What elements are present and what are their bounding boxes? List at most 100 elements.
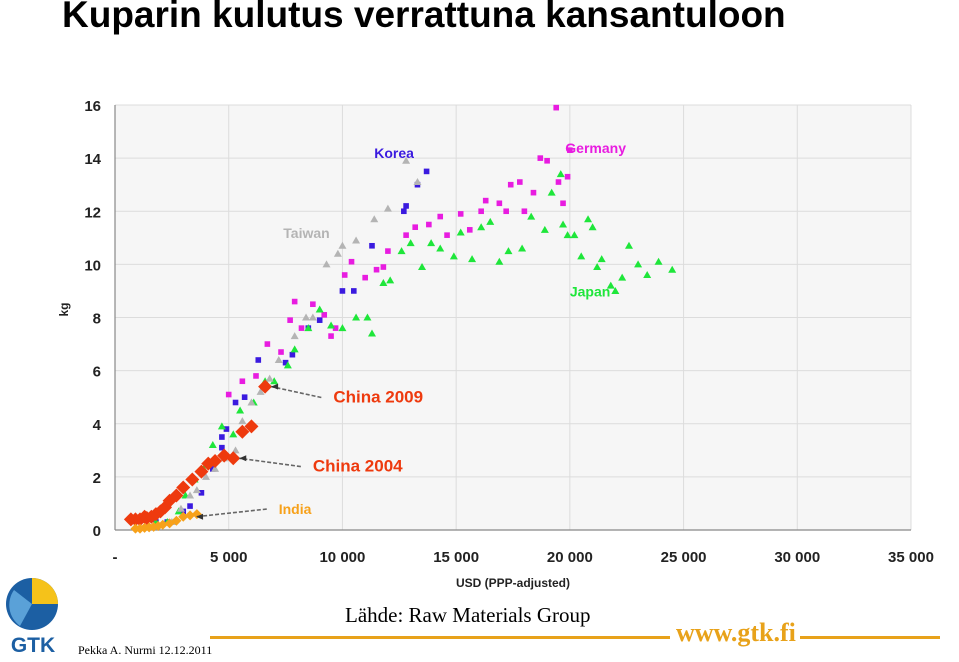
india-data-point: [185, 510, 196, 521]
germany-data-point: [321, 312, 328, 318]
japan-data-point: [304, 324, 313, 332]
korea-data-point: [219, 444, 225, 451]
taiwan-data-point: [302, 313, 311, 321]
japan-data-point: [668, 265, 677, 273]
taiwan-data-point: [333, 249, 342, 257]
japan-data-point: [436, 244, 445, 252]
taiwan-data-point: [274, 356, 283, 363]
annotation-label: Korea: [374, 145, 414, 161]
x-axis-label: USD (PPP-adjusted): [456, 576, 570, 590]
japan-data-point: [352, 313, 361, 321]
korea-data-point: [339, 288, 346, 294]
footer-line-right: [800, 636, 940, 639]
japan-data-point: [456, 228, 465, 236]
taiwan-data-point: [211, 464, 220, 472]
japan-data-point: [634, 260, 643, 268]
japan-data-point: [363, 313, 372, 321]
japan-data-point: [229, 430, 238, 438]
japan-data-point: [588, 223, 597, 231]
japan-data-point: [217, 422, 226, 430]
china-data-point: [235, 424, 250, 439]
annotation-label: Germany: [565, 140, 626, 156]
taiwan-data-point: [176, 504, 185, 512]
germany-data-point: [457, 211, 464, 217]
germany-data-point: [287, 317, 293, 323]
korea-data-point: [401, 208, 407, 215]
website-link[interactable]: www.gtk.fi: [676, 618, 796, 647]
japan-data-point: [527, 212, 536, 220]
japan-data-point: [611, 286, 620, 294]
germany-data-point: [544, 157, 550, 164]
japan-data-point: [606, 281, 615, 289]
taiwan-data-point: [308, 313, 317, 321]
taiwan-data-point: [290, 332, 299, 340]
germany-data-point: [521, 208, 528, 215]
japan-data-point: [468, 255, 477, 263]
x-tick-label: 10 000: [319, 549, 365, 566]
annotation-leader-line: [270, 385, 322, 399]
x-tick-label: 15 000: [433, 549, 479, 566]
germany-data-point: [348, 258, 355, 265]
japan-data-point: [449, 252, 458, 260]
footer-line-left: [210, 636, 670, 639]
germany-data-point: [555, 179, 562, 185]
germany-data-point: [564, 173, 571, 180]
taiwan-data-point: [265, 374, 274, 382]
korea-data-point: [289, 351, 296, 358]
germany-data-point: [341, 272, 348, 278]
china-data-point: [176, 480, 191, 495]
japan-data-point: [556, 170, 565, 178]
japan-data-point: [540, 225, 549, 233]
japan-data-point: [518, 244, 527, 252]
japan-data-point: [495, 257, 504, 265]
china-data-point: [169, 488, 184, 503]
china-data-point: [226, 451, 241, 466]
annotation-label: India: [279, 501, 312, 517]
japan-data-point: [379, 278, 388, 286]
japan-data-point: [643, 271, 652, 278]
japan-data-point: [624, 241, 633, 249]
germany-data-point: [444, 232, 450, 238]
china-data-point: [244, 419, 259, 434]
korea-data-point: [255, 357, 262, 363]
germany-data-point: [264, 341, 271, 347]
germany-data-point: [478, 208, 484, 215]
germany-data-point: [253, 373, 259, 379]
india-data-point: [157, 519, 168, 530]
germany-data-point: [373, 266, 380, 273]
korea-data-point: [369, 242, 375, 249]
japan-data-point: [593, 263, 602, 271]
germany-data-point: [291, 298, 298, 305]
y-tick-label: 6: [93, 364, 101, 381]
annotation-arrowhead: [239, 455, 247, 462]
germany-data-point: [225, 391, 232, 398]
annotation-arrowhead: [271, 383, 279, 390]
taiwan-data-point: [352, 236, 361, 244]
gtk-logo: GTK: [0, 570, 70, 657]
india-data-point: [178, 511, 189, 522]
chart-area: 0 2 4 6 8 10 12 14 16 - 5 000 10 000 15 000 20 000 25 …: [57, 98, 934, 590]
annotation-label: Taiwan: [283, 225, 329, 241]
germany-data-point: [503, 208, 509, 215]
annotation-label: China 2004: [313, 457, 403, 476]
germany-data-point: [530, 189, 537, 196]
japan-data-point: [577, 252, 586, 260]
japan-data-point: [584, 215, 593, 223]
taiwan-data-point: [192, 486, 201, 494]
japan-data-point: [486, 217, 495, 225]
y-tick-label: 10: [84, 257, 101, 274]
taiwan-data-point: [383, 204, 392, 212]
korea-data-point: [219, 434, 225, 440]
germany-data-point: [426, 221, 432, 228]
japan-data-point: [618, 273, 627, 281]
japan-data-point: [367, 329, 376, 337]
germany-data-point: [298, 325, 305, 331]
japan-data-point: [597, 255, 606, 263]
germany-data-point: [380, 264, 387, 270]
x-tick-label: 5 000: [210, 549, 248, 566]
annotation-leader-line: [239, 457, 301, 468]
x-tick-label: 30 000: [774, 549, 820, 566]
korea-data-point: [187, 503, 193, 509]
japan-data-point: [559, 220, 568, 228]
china-data-point: [258, 379, 273, 394]
